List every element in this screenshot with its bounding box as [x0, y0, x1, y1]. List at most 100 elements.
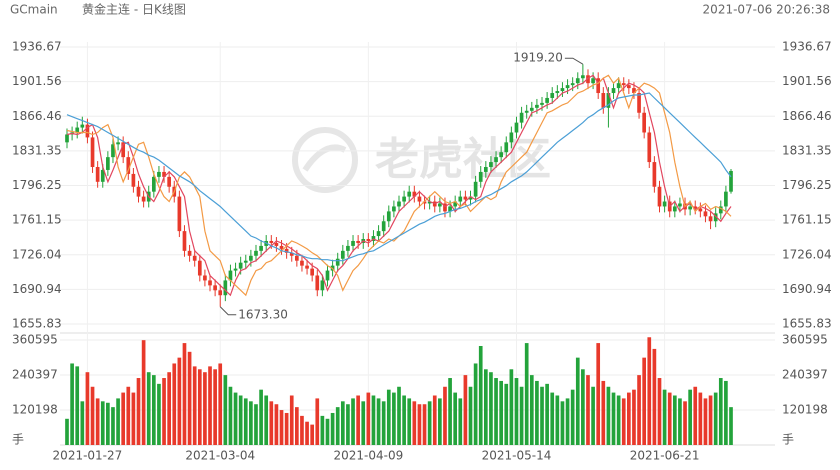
candle-body: [243, 260, 248, 263]
volume-bar: [657, 378, 662, 445]
volume-bar: [340, 401, 345, 445]
volume-bar: [667, 392, 672, 445]
volume-bar: [218, 363, 223, 445]
volume-bar: [249, 401, 253, 445]
candle-body: [545, 97, 549, 103]
candle-body: [489, 162, 493, 168]
volume-bar: [111, 407, 115, 445]
volume-bar: [295, 407, 299, 445]
candle-body: [713, 213, 718, 222]
volume-unit-right: 手: [782, 433, 794, 447]
candle-body: [514, 122, 519, 133]
candle-body: [192, 255, 197, 261]
volume-bar: [80, 401, 85, 445]
candle-body: [529, 107, 534, 111]
volume-bar: [672, 395, 677, 445]
volume-bar: [264, 395, 269, 445]
candle-body: [65, 134, 69, 143]
candle-body: [402, 196, 406, 202]
volume-bar: [233, 392, 238, 445]
volume-bar: [305, 421, 309, 445]
volume-bar: [106, 402, 110, 445]
volume-bar: [157, 383, 161, 445]
volume-tick-label: 120198: [12, 403, 58, 417]
candle-body: [386, 211, 391, 222]
volume-bar: [570, 389, 575, 445]
volume-bar: [325, 418, 330, 445]
volume-bar: [550, 392, 555, 445]
volume-bar: [100, 401, 105, 445]
volume-bar: [407, 398, 412, 445]
volume-tick-label-right: 240397: [782, 367, 828, 381]
volume-bar: [259, 389, 263, 445]
candle-body: [438, 203, 442, 207]
candle-body: [162, 171, 166, 177]
volume-bar: [223, 375, 228, 445]
candle-body: [647, 132, 652, 163]
volume-bar: [565, 398, 570, 445]
candle-body: [177, 196, 182, 232]
candle-body: [524, 110, 529, 113]
candle-body: [289, 252, 294, 256]
candle-body: [586, 75, 590, 84]
volume-bar: [366, 392, 371, 445]
volume-bar: [463, 375, 468, 445]
volume-bar: [499, 380, 503, 445]
annotation-leader: [564, 57, 584, 65]
volume-bar: [397, 386, 401, 445]
volume-bar: [601, 380, 606, 445]
volume-bar: [274, 404, 279, 445]
timestamp: 2021-07-06 20:26:38: [703, 3, 830, 17]
volume-bar: [381, 401, 386, 445]
volume-bar: [279, 410, 284, 445]
candle-body: [478, 171, 483, 182]
candle-body: [632, 88, 636, 94]
candle-body: [167, 176, 171, 187]
volume-bar: [116, 398, 120, 445]
candle-body: [611, 88, 616, 94]
volume-bar: [514, 378, 519, 445]
volume-bar: [356, 395, 360, 445]
candle-body: [708, 216, 713, 222]
candle-body: [637, 93, 641, 113]
volume-bar: [427, 401, 432, 445]
volume-bar: [586, 375, 590, 445]
volume-bar: [627, 392, 631, 445]
volume-unit: 手: [12, 433, 24, 447]
volume-bar: [422, 404, 427, 445]
candle-body: [182, 231, 187, 251]
volume-bar: [688, 389, 692, 445]
volume-bar: [126, 386, 131, 445]
candle-body: [678, 203, 682, 207]
candle-body: [652, 162, 657, 187]
volume-bar: [162, 378, 166, 445]
volume-bar: [703, 398, 708, 445]
volume-bar: [172, 363, 177, 445]
volume-bar: [652, 348, 657, 445]
x-tick-label: 2021-05-14: [482, 449, 552, 463]
volume-bar: [606, 386, 611, 445]
y-tick-label-right: 1866.46: [782, 109, 832, 123]
candle-body: [249, 255, 253, 261]
candle-body: [315, 275, 320, 291]
candle-body: [295, 255, 299, 261]
volume-bar: [131, 392, 136, 445]
volume-bar: [575, 357, 580, 445]
candle-body: [468, 196, 473, 200]
candle-body: [565, 85, 570, 89]
y-tick-label-right: 1936.67: [782, 40, 832, 54]
volume-bar: [417, 404, 422, 445]
x-tick-label: 2021-03-04: [185, 449, 255, 463]
candle-body: [560, 88, 565, 92]
volume-bar: [269, 401, 274, 445]
volume-bar: [448, 378, 452, 445]
candle-body: [581, 75, 585, 79]
volume-bar: [228, 386, 233, 445]
x-tick-label: 2021-06-21: [630, 449, 700, 463]
volume-bar: [683, 401, 687, 445]
candle-body: [274, 242, 279, 246]
volume-bar: [483, 369, 488, 445]
volume-bar: [494, 378, 498, 445]
symbol: GCmain: [10, 3, 58, 17]
x-tick-label: 2021-01-27: [53, 449, 123, 463]
